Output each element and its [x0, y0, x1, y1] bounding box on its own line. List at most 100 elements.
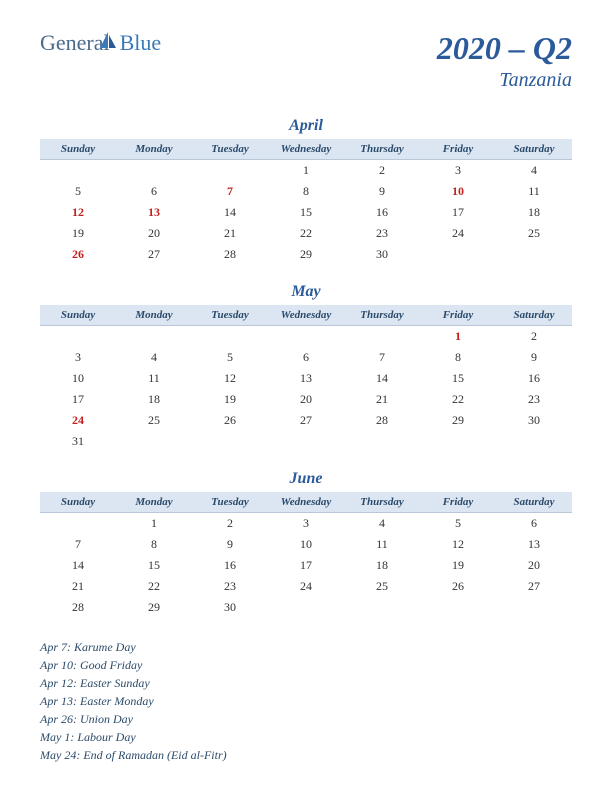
calendar-day: 10	[40, 368, 116, 389]
calendar-day: 27	[116, 244, 192, 265]
calendar-day: 28	[344, 410, 420, 431]
day-header: Thursday	[344, 139, 420, 160]
day-header: Friday	[420, 305, 496, 326]
month-title: May	[40, 283, 572, 301]
day-header: Sunday	[40, 139, 116, 160]
calendar-day: 17	[420, 202, 496, 223]
holiday-entry: May 24: End of Ramadan (Eid al-Fitr)	[40, 746, 572, 764]
calendar-week: 567891011	[40, 181, 572, 202]
calendar-day: 7	[40, 534, 116, 555]
day-header: Saturday	[496, 139, 572, 160]
calendar-day: 22	[420, 389, 496, 410]
day-header: Wednesday	[268, 139, 344, 160]
calendar-day: 2	[192, 513, 268, 535]
calendar-day: 12	[420, 534, 496, 555]
calendar-day: 4	[344, 513, 420, 535]
calendar-day	[40, 513, 116, 535]
calendar-table: SundayMondayTuesdayWednesdayThursdayFrid…	[40, 305, 572, 452]
title-block: 2020 – Q2 Tanzania	[437, 30, 572, 92]
calendar-day: 15	[268, 202, 344, 223]
calendar-day	[344, 326, 420, 348]
calendar-day: 15	[116, 555, 192, 576]
calendar-week: 3456789	[40, 347, 572, 368]
calendar-day: 28	[192, 244, 268, 265]
calendar-month: AprilSundayMondayTuesdayWednesdayThursda…	[40, 117, 572, 265]
calendar-day: 9	[192, 534, 268, 555]
calendar-day: 6	[116, 181, 192, 202]
calendar-day: 13	[268, 368, 344, 389]
calendar-day: 29	[268, 244, 344, 265]
calendar-day: 5	[40, 181, 116, 202]
calendar-day: 20	[268, 389, 344, 410]
calendar-day: 4	[496, 160, 572, 182]
calendar-day: 30	[496, 410, 572, 431]
calendar-day: 20	[496, 555, 572, 576]
country-name: Tanzania	[437, 69, 572, 92]
calendar-day: 2	[496, 326, 572, 348]
day-header: Thursday	[344, 305, 420, 326]
calendar-day: 19	[420, 555, 496, 576]
calendar-day: 19	[40, 223, 116, 244]
calendar-day	[192, 160, 268, 182]
day-header: Monday	[116, 305, 192, 326]
calendar-day: 26	[40, 244, 116, 265]
calendar-day: 17	[40, 389, 116, 410]
calendar-day: 16	[496, 368, 572, 389]
calendar-day	[40, 160, 116, 182]
holiday-entry: May 1: Labour Day	[40, 728, 572, 746]
day-header: Monday	[116, 492, 192, 513]
calendar-day	[496, 431, 572, 452]
calendar-table: SundayMondayTuesdayWednesdayThursdayFrid…	[40, 139, 572, 265]
calendar-day: 26	[192, 410, 268, 431]
calendar-day: 8	[116, 534, 192, 555]
day-header: Tuesday	[192, 492, 268, 513]
calendar-day: 28	[40, 597, 116, 618]
calendar-day: 18	[116, 389, 192, 410]
calendar-day: 7	[192, 181, 268, 202]
calendar-day: 19	[192, 389, 268, 410]
calendar-day: 24	[40, 410, 116, 431]
calendar-day: 31	[40, 431, 116, 452]
calendar-day: 25	[344, 576, 420, 597]
calendar-day	[268, 597, 344, 618]
calendar-day: 3	[420, 160, 496, 182]
calendar-day: 5	[420, 513, 496, 535]
calendar-day: 10	[420, 181, 496, 202]
calendar-day: 21	[344, 389, 420, 410]
calendar-day: 18	[496, 202, 572, 223]
calendar-day	[116, 160, 192, 182]
holiday-list: Apr 7: Karume DayApr 10: Good FridayApr …	[40, 638, 572, 764]
calendar-day: 5	[192, 347, 268, 368]
calendar-week: 1234	[40, 160, 572, 182]
calendar-day: 22	[116, 576, 192, 597]
calendar-day: 15	[420, 368, 496, 389]
calendar-day: 12	[40, 202, 116, 223]
calendar-day	[420, 597, 496, 618]
day-header: Sunday	[40, 305, 116, 326]
day-header: Saturday	[496, 305, 572, 326]
calendar-day: 26	[420, 576, 496, 597]
calendar-day: 24	[420, 223, 496, 244]
calendar-day	[116, 431, 192, 452]
calendar-week: 24252627282930	[40, 410, 572, 431]
calendar-day	[344, 431, 420, 452]
calendar-day: 16	[192, 555, 268, 576]
calendar-day	[496, 597, 572, 618]
calendar-day: 23	[344, 223, 420, 244]
calendar-day: 27	[496, 576, 572, 597]
calendar-week: 21222324252627	[40, 576, 572, 597]
calendar-day: 23	[496, 389, 572, 410]
calendar-day: 23	[192, 576, 268, 597]
calendar-day	[420, 431, 496, 452]
calendars-container: AprilSundayMondayTuesdayWednesdayThursda…	[40, 117, 572, 618]
month-title: June	[40, 470, 572, 488]
logo-sail-icon	[98, 30, 118, 50]
calendar-day: 1	[420, 326, 496, 348]
holiday-entry: Apr 26: Union Day	[40, 710, 572, 728]
calendar-week: 78910111213	[40, 534, 572, 555]
calendar-day: 6	[268, 347, 344, 368]
calendar-day: 25	[116, 410, 192, 431]
day-header: Monday	[116, 139, 192, 160]
calendar-day: 4	[116, 347, 192, 368]
calendar-day: 17	[268, 555, 344, 576]
